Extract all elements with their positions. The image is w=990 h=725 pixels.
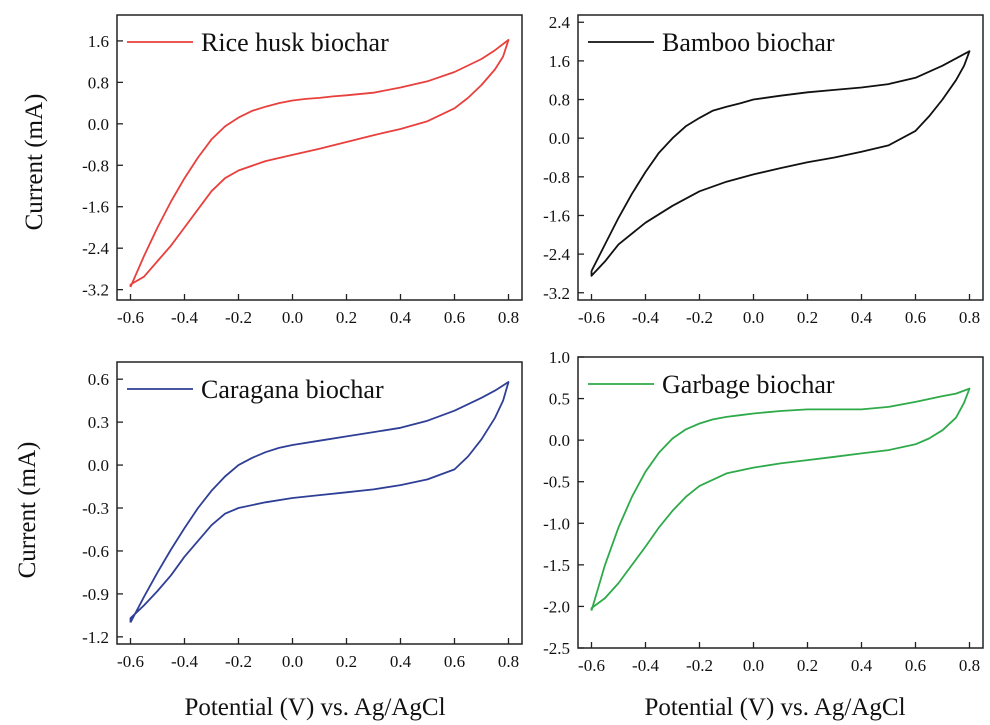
rice-husk-x-tick-label: -0.6	[117, 308, 144, 327]
rice-husk-y-tick-label: 0.0	[88, 115, 109, 134]
garbage-x-tick-label: -0.6	[578, 656, 605, 675]
garbage-x-tick-label: 0.6	[905, 656, 926, 675]
garbage-y-tick-label: -1.0	[543, 514, 570, 533]
bamboo-y-tick-label: -0.8	[543, 168, 570, 187]
rice-husk-x-tick-label: -0.2	[225, 308, 252, 327]
x-axis-title-left: Potential (V) vs. Ag/AgCl	[184, 694, 445, 721]
bamboo-y-tick-label: 0.8	[549, 91, 570, 110]
y-axis-title-top: Current (mA)	[21, 94, 48, 231]
garbage-x-tick-label: 0.0	[743, 656, 764, 675]
rice-husk-x-tick-label: 0.4	[390, 308, 412, 327]
rice-husk-y-tick-label: 0.8	[88, 73, 109, 92]
caragana-x-tick-label: 0.0	[282, 652, 303, 671]
bamboo-x-tick-label: 0.6	[905, 308, 926, 327]
caragana-y-tick-label: -0.6	[82, 542, 109, 561]
rice-husk-legend-label: Rice husk biochar	[201, 28, 389, 57]
caragana-x-tick-label: -0.4	[171, 652, 198, 671]
rice-husk-x-tick-label: 0.0	[282, 308, 303, 327]
bamboo-x-tick-label: -0.6	[578, 308, 605, 327]
caragana-plot-frame	[116, 361, 523, 645]
bamboo-y-tick-label: 0.0	[549, 129, 570, 148]
bamboo-plot-frame	[577, 14, 984, 301]
garbage-y-tick-label: 1.0	[549, 348, 570, 367]
garbage-panel: -0.6 -0.4 -0.2 0.0 0.2 0.4 0.6 0.8 1.0 0.5 0.0 -0.5…	[543, 348, 984, 675]
bamboo-y-tick-label: -1.6	[543, 206, 570, 225]
caragana-panel: -0.6 -0.4 -0.2 0.0 0.2 0.4 0.6 0.8 0.6 0.3 0.0 -0.3…	[82, 361, 523, 671]
rice-husk-x-tick-label: 0.2	[336, 308, 357, 327]
rice-husk-x-tick-label: -0.4	[171, 308, 198, 327]
caragana-y-tick-label: -1.2	[82, 628, 109, 647]
bamboo-x-tick-label: 0.8	[959, 308, 980, 327]
garbage-x-tick-label: 0.2	[797, 656, 818, 675]
rice-husk-y-tick-label: -0.8	[82, 156, 109, 175]
bamboo-cv-curve	[590, 50, 971, 277]
garbage-legend-label: Garbage biochar	[662, 370, 835, 399]
bamboo-y-tick-label: 1.6	[549, 52, 570, 71]
caragana-x-tick-label: 0.6	[444, 652, 465, 671]
y-axis-title-bottom: Current (mA)	[14, 442, 41, 579]
x-axis-title-right: Potential (V) vs. Ag/AgCl	[644, 694, 905, 721]
bamboo-y-tick-label: -2.4	[543, 245, 570, 264]
rice-husk-y-tick-label: 1.6	[88, 32, 109, 51]
rice-husk-y-tick-label: -2.4	[82, 239, 109, 258]
garbage-x-tick-label: 0.4	[851, 656, 873, 675]
caragana-x-tick-label: 0.8	[498, 652, 519, 671]
garbage-y-tick-label: -2.0	[543, 597, 570, 616]
garbage-y-tick-label: -0.5	[543, 473, 570, 492]
garbage-x-tick-label: 0.8	[959, 656, 980, 675]
bamboo-y-tick-label: 2.4	[549, 13, 571, 32]
garbage-y-tick-label: 0.5	[549, 390, 570, 409]
bamboo-panel: -0.6 -0.4 -0.2 0.0 0.2 0.4 0.6 0.8 2.4 1.6 0.8 0.0 -…	[543, 13, 984, 327]
garbage-x-tick-label: -0.2	[686, 656, 713, 675]
rice-husk-x-tick-label: 0.8	[498, 308, 519, 327]
bamboo-y-tick-label: -3.2	[543, 284, 570, 303]
garbage-plot-frame	[577, 356, 984, 649]
caragana-legend-label: Caragana biochar	[201, 375, 384, 404]
garbage-y-tick-label: -1.5	[543, 556, 570, 575]
rice-husk-x-tick-label: 0.6	[444, 308, 465, 327]
garbage-x-tick-label: -0.4	[632, 656, 659, 675]
caragana-x-tick-label: 0.2	[336, 652, 357, 671]
caragana-x-tick-label: -0.6	[117, 652, 144, 671]
rice-husk-cv-curve	[129, 39, 510, 288]
caragana-y-tick-label: 0.3	[88, 413, 109, 432]
rice-husk-y-tick-label: -1.6	[82, 198, 109, 217]
caragana-cv-curve	[129, 381, 510, 623]
garbage-cv-curve	[590, 387, 971, 611]
bamboo-x-tick-label: -0.4	[632, 308, 659, 327]
caragana-y-tick-label: -0.3	[82, 499, 109, 518]
bamboo-x-tick-label: 0.4	[851, 308, 873, 327]
garbage-y-tick-label: 0.0	[549, 431, 570, 450]
caragana-y-tick-label: 0.0	[88, 456, 109, 475]
caragana-x-tick-label: 0.4	[390, 652, 412, 671]
rice-husk-plot-frame	[116, 14, 523, 301]
caragana-x-tick-label: -0.2	[225, 652, 252, 671]
bamboo-x-tick-label: -0.2	[686, 308, 713, 327]
caragana-y-tick-label: -0.9	[82, 585, 109, 604]
bamboo-x-tick-label: 0.2	[797, 308, 818, 327]
bamboo-x-tick-label: 0.0	[743, 308, 764, 327]
garbage-y-tick-label: -2.5	[543, 639, 570, 658]
bamboo-legend-label: Bamboo biochar	[662, 28, 835, 57]
rice-husk-panel: -0.6 -0.4 -0.2 0.0 0.2 0.4 0.6 0.8 1.6 0.8 0.0 -0.8…	[82, 14, 523, 327]
caragana-y-tick-label: 0.6	[88, 370, 109, 389]
rice-husk-y-tick-label: -3.2	[82, 281, 109, 300]
